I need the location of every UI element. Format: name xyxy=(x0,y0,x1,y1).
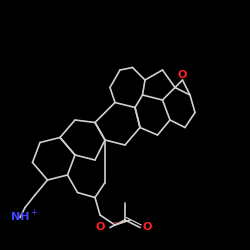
Text: +: + xyxy=(30,208,37,217)
Text: NH: NH xyxy=(11,212,29,222)
Text: −: − xyxy=(112,218,119,227)
Text: O: O xyxy=(96,222,105,232)
Text: O: O xyxy=(178,70,187,80)
Text: O: O xyxy=(142,222,152,232)
